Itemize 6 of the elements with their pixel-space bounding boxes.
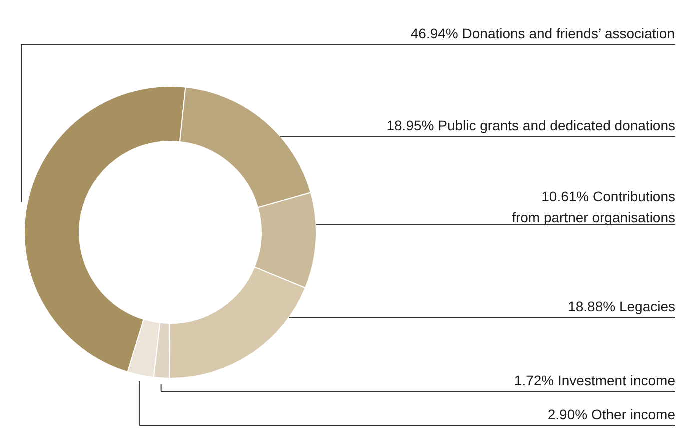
slice-label: 1.72% Investment income: [514, 372, 676, 388]
slice-label: 10.61% Contributions from partner organisations: [512, 188, 676, 226]
slice-label: 18.88% Legacies: [568, 298, 676, 314]
slice-label: 2.90% Other income: [548, 406, 676, 422]
slice-label: 46.94% Donations and friends’ association: [410, 26, 675, 42]
slice-label: 18.95% Public grants and dedicated donations: [386, 118, 676, 134]
